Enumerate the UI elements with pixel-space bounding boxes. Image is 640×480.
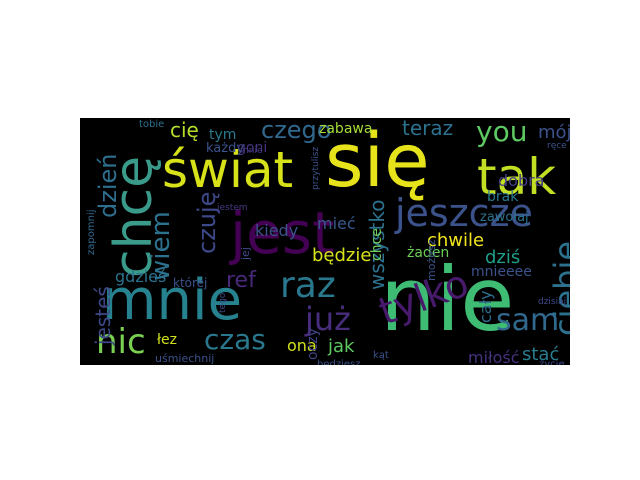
- word-gdzieś: gdzieś: [115, 267, 167, 286]
- word-czego: czego: [261, 118, 332, 144]
- word-nic: nic: [96, 322, 146, 362]
- word-czas: czas: [204, 323, 266, 356]
- word-jestem: jestem: [217, 203, 248, 213]
- word-łez: łez: [157, 332, 177, 348]
- word-życie: życie: [539, 359, 565, 366]
- word-zawołaj: zawołaj: [480, 210, 529, 225]
- word-jest: jest: [230, 199, 335, 267]
- word-mój: mój: [538, 122, 570, 143]
- word-dzisiaj: dzisiaj: [538, 297, 567, 307]
- word-jeszcze: jeszcze: [395, 191, 533, 235]
- word-mnie: mnie: [240, 146, 263, 156]
- word-ręce: ręce: [547, 141, 567, 151]
- word-mnie: mnie: [102, 268, 243, 333]
- word-jesteś: jesteś: [91, 286, 115, 345]
- word-tym: tym: [209, 127, 237, 143]
- word-świat: świat: [162, 141, 294, 199]
- word-dobra: dobra: [498, 171, 545, 190]
- word-mnieeee: mnieeee: [471, 264, 532, 280]
- word-żaden: żaden: [407, 245, 450, 261]
- word-teraz: teraz: [402, 118, 454, 140]
- word-zapomnij: zapomnij: [86, 209, 97, 255]
- word-będziesz: będziesz: [317, 359, 361, 366]
- word-cię: cię: [170, 118, 199, 142]
- word-raz: raz: [280, 265, 336, 306]
- word-cały: cały: [476, 290, 495, 323]
- word-oczy: oczy: [305, 328, 321, 360]
- word-ref: ref: [226, 268, 256, 293]
- word-przytulisz: przytulisz: [311, 146, 321, 190]
- word-ona: ona: [287, 336, 317, 355]
- word-goni: goni: [237, 140, 268, 156]
- word-możesz: możesz: [425, 239, 438, 282]
- word-tego: tego: [218, 292, 228, 313]
- word-dzień: dzień: [94, 153, 122, 218]
- word-ciebie: ciebie: [547, 240, 570, 336]
- word-sam: sam: [496, 303, 560, 338]
- word-kąt: kąt: [373, 350, 389, 361]
- word-której: której: [173, 276, 208, 290]
- word-czuję: czuję: [193, 191, 221, 254]
- word-uśmiechnij: uśmiechnij: [155, 352, 215, 365]
- word-tobie: tobie: [139, 119, 165, 130]
- word-stać: stać: [522, 344, 560, 365]
- word-miłość: miłość: [468, 348, 520, 366]
- word-dziś: dziś: [485, 247, 521, 268]
- word-nie: nie: [380, 248, 515, 351]
- word-mieć: mieć: [317, 214, 356, 233]
- word-jej: jej: [239, 247, 252, 260]
- word-tak: tak: [477, 148, 557, 206]
- word-się: się: [325, 118, 430, 204]
- word-chce: chce: [369, 228, 385, 261]
- word-you: you: [476, 118, 528, 148]
- word-chwile: chwile: [427, 230, 485, 251]
- word-jak: jak: [328, 336, 355, 357]
- word-brak: brak: [487, 189, 519, 205]
- word-każdy: każdy: [206, 141, 245, 156]
- word-już: już: [305, 300, 351, 338]
- word-kiedy: kiedy: [255, 221, 299, 240]
- word-zabawa: zabawa: [319, 121, 373, 137]
- word-cloud: się nie mnie jest świat chcę tak jeszcze raz już t…: [80, 118, 570, 365]
- word-będzie: będzie: [312, 245, 372, 266]
